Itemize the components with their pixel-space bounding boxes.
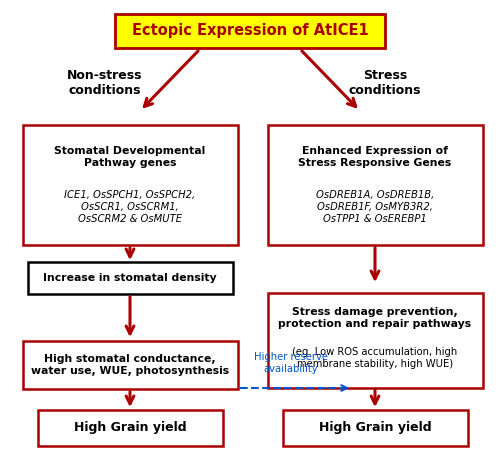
Text: Non-stress
conditions: Non-stress conditions <box>67 69 143 97</box>
Text: High Grain yield: High Grain yield <box>74 421 186 435</box>
FancyBboxPatch shape <box>268 293 482 388</box>
Text: OsDREB1A, OsDREB1B,
OsDREB1F, OsMYB3R2,
OsTPP1 & OsEREBP1: OsDREB1A, OsDREB1B, OsDREB1F, OsMYB3R2, … <box>316 190 434 223</box>
Text: Stress
conditions: Stress conditions <box>349 69 421 97</box>
FancyBboxPatch shape <box>22 125 238 245</box>
Text: Enhanced Expression of
Stress Responsive Genes: Enhanced Expression of Stress Responsive… <box>298 146 452 168</box>
Text: High Grain yield: High Grain yield <box>318 421 432 435</box>
FancyBboxPatch shape <box>282 410 468 446</box>
FancyBboxPatch shape <box>28 262 233 294</box>
FancyBboxPatch shape <box>38 410 222 446</box>
FancyBboxPatch shape <box>115 14 385 48</box>
Text: ICE1, OsSPCH1, OsSPCH2,
OsSCR1, OsSCRM1,
OsSCRM2 & OsMUTE: ICE1, OsSPCH1, OsSPCH2, OsSCR1, OsSCRM1,… <box>64 190 196 223</box>
FancyBboxPatch shape <box>22 341 238 389</box>
Text: Higher reserve
availability: Higher reserve availability <box>254 353 328 374</box>
Text: Ectopic Expression of AtICE1: Ectopic Expression of AtICE1 <box>132 24 368 39</box>
Text: High stomatal conductance,
water use, WUE, photosynthesis: High stomatal conductance, water use, WU… <box>31 354 229 376</box>
FancyBboxPatch shape <box>268 125 482 245</box>
Text: Stomatal Developmental
Pathway genes: Stomatal Developmental Pathway genes <box>54 146 206 168</box>
Text: Increase in stomatal density: Increase in stomatal density <box>43 273 217 283</box>
Text: Stress damage prevention,
protection and repair pathways: Stress damage prevention, protection and… <box>278 307 471 329</box>
Text: (eg. Low ROS accumulation, high
membrane stability, high WUE): (eg. Low ROS accumulation, high membrane… <box>292 347 458 369</box>
